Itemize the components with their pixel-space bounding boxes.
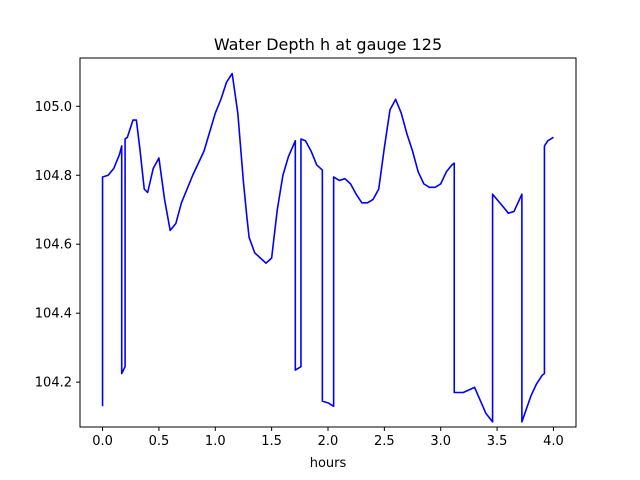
x-axis-label: hours — [310, 456, 347, 471]
y-tick-label: 104.4 — [35, 307, 72, 322]
series-layer — [101, 72, 554, 423]
y-axis: 104.2 104.4 104.6 104.8 105.0 — [35, 100, 80, 391]
x-tick-label: 0.5 — [149, 434, 170, 449]
x-tick-label: 1.5 — [261, 434, 282, 449]
y-tick-label: 104.6 — [35, 238, 72, 253]
x-tick-label: 2.5 — [374, 434, 395, 449]
x-axis: 0.0 0.5 1.0 1.5 2.0 2.5 3.0 3.5 4.0 — [92, 427, 564, 449]
chart-title: Water Depth h at gauge 125 — [214, 35, 442, 54]
y-tick-label: 104.2 — [35, 376, 72, 391]
x-tick-label: 3.5 — [487, 434, 508, 449]
y-tick-label: 104.8 — [35, 169, 72, 184]
x-tick-label: 4.0 — [543, 434, 564, 449]
x-tick-label: 2.0 — [318, 434, 339, 449]
x-tick-label: 3.0 — [430, 434, 451, 449]
series-line-0 — [101, 72, 554, 423]
y-tick-label: 105.0 — [35, 100, 72, 115]
x-tick-label: 1.0 — [205, 434, 226, 449]
x-tick-label: 0.0 — [92, 434, 113, 449]
